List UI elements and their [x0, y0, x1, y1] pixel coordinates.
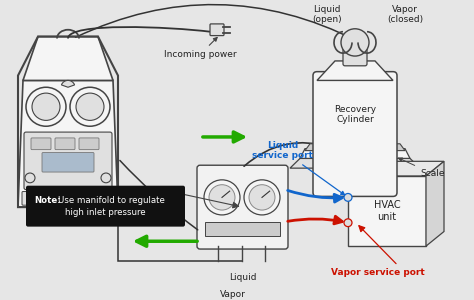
Text: Vapor service port: Vapor service port — [331, 268, 425, 277]
Text: Incoming power: Incoming power — [164, 38, 237, 59]
Polygon shape — [348, 161, 444, 176]
Bar — [348, 176, 426, 246]
Polygon shape — [300, 149, 410, 158]
Circle shape — [249, 185, 275, 210]
Polygon shape — [317, 61, 393, 80]
Text: Use manifold to regulate: Use manifold to regulate — [58, 196, 165, 205]
Text: Recovery
Cylinder: Recovery Cylinder — [334, 105, 376, 124]
Circle shape — [344, 219, 352, 226]
Circle shape — [244, 180, 280, 215]
FancyBboxPatch shape — [32, 205, 46, 215]
FancyBboxPatch shape — [92, 205, 106, 215]
FancyBboxPatch shape — [24, 132, 112, 190]
FancyBboxPatch shape — [313, 72, 397, 196]
Bar — [205, 222, 280, 236]
FancyBboxPatch shape — [26, 186, 185, 226]
Circle shape — [209, 185, 235, 210]
Circle shape — [76, 93, 104, 120]
Circle shape — [32, 93, 60, 120]
FancyBboxPatch shape — [42, 153, 94, 172]
FancyBboxPatch shape — [22, 191, 114, 205]
FancyBboxPatch shape — [79, 138, 99, 150]
Text: Liquid
service port: Liquid service port — [253, 141, 345, 195]
Text: high inlet pressure: high inlet pressure — [65, 208, 146, 217]
FancyBboxPatch shape — [55, 138, 75, 150]
Text: Vapor
(closed): Vapor (closed) — [387, 4, 423, 24]
FancyBboxPatch shape — [210, 24, 224, 36]
Circle shape — [204, 180, 240, 215]
Circle shape — [341, 29, 369, 56]
Polygon shape — [290, 158, 420, 168]
Wedge shape — [62, 80, 74, 87]
Polygon shape — [18, 80, 118, 207]
Text: Note:: Note: — [34, 196, 61, 205]
Circle shape — [25, 173, 35, 183]
Polygon shape — [305, 144, 405, 151]
FancyBboxPatch shape — [343, 44, 367, 66]
Text: Vapor: Vapor — [219, 290, 246, 299]
Polygon shape — [426, 161, 444, 246]
Text: Scale: Scale — [399, 158, 445, 178]
FancyBboxPatch shape — [31, 138, 51, 150]
Text: Liquid
(open): Liquid (open) — [312, 4, 342, 24]
Text: HVAC
unit: HVAC unit — [374, 200, 401, 222]
Circle shape — [344, 194, 352, 201]
Polygon shape — [23, 37, 113, 80]
Text: Liquid: Liquid — [229, 273, 256, 282]
Circle shape — [101, 173, 111, 183]
Circle shape — [26, 87, 66, 126]
Circle shape — [70, 87, 110, 126]
FancyBboxPatch shape — [197, 165, 288, 249]
